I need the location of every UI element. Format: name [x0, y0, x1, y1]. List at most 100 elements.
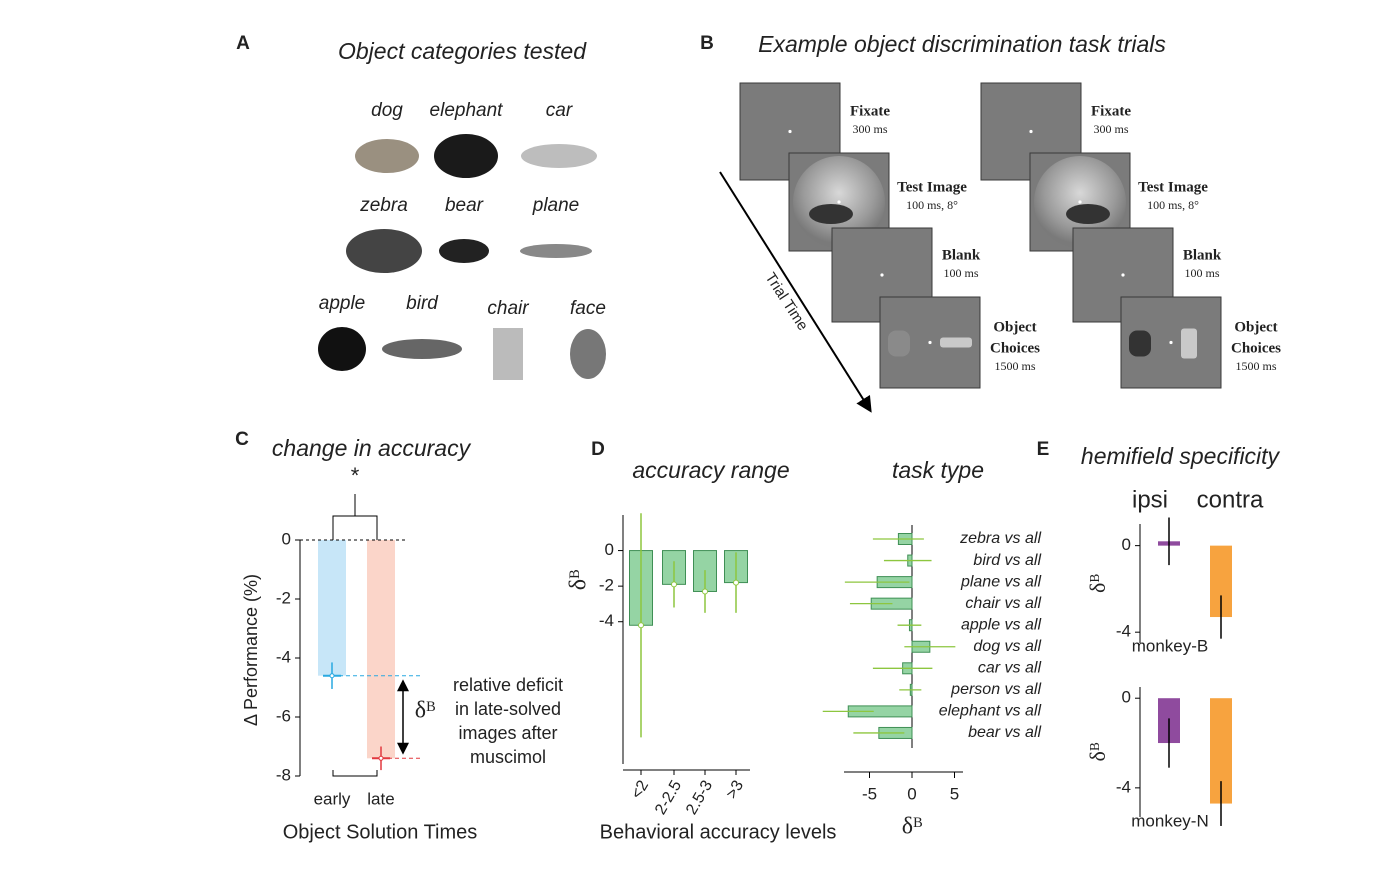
choice-right [1181, 328, 1197, 359]
panel-letter: E [1037, 439, 1050, 460]
panel-title: Object categories tested [338, 38, 587, 64]
object-image [318, 327, 366, 371]
y-tick-label: 0 [282, 529, 291, 548]
object-label: zebra [359, 195, 408, 216]
y-tick-label: dog vs all [973, 638, 1041, 655]
object-label: bird [406, 293, 439, 314]
fixation-dot [1169, 340, 1173, 345]
y-tick-label: -2 [599, 576, 614, 595]
object-label: dog [371, 100, 403, 121]
y-axis-label: δᴮ [1085, 574, 1110, 593]
fixation-dot [1078, 200, 1082, 204]
object-image [434, 134, 498, 178]
y-axis-label: δᴮ [1085, 742, 1110, 761]
x-tick-label: 2.5-3 [683, 778, 716, 818]
annotation: muscimol [470, 747, 546, 767]
y-tick-label: zebra vs all [959, 530, 1041, 547]
object-image [355, 139, 419, 173]
object-image [521, 144, 597, 168]
significance: * [351, 463, 360, 488]
step-duration: 300 ms [1093, 122, 1128, 136]
y-tick-label: bird vs all [973, 552, 1041, 569]
object-label: face [570, 298, 606, 319]
step-label: Fixate [850, 103, 890, 119]
fixation-dot [928, 340, 932, 345]
y-tick-label: apple vs all [961, 616, 1041, 633]
x-tick-label: 5 [950, 784, 959, 803]
object-label: plane [532, 195, 580, 216]
choice-right [940, 337, 972, 348]
object-label: apple [319, 293, 366, 314]
step-duration: 100 ms [943, 266, 978, 280]
object-label: car [546, 100, 573, 121]
object-label: elephant [430, 100, 504, 121]
y-tick-label: 0 [1122, 688, 1131, 707]
value-dot [733, 579, 739, 586]
y-tick-label: -4 [599, 611, 614, 630]
value-dot [329, 673, 335, 679]
value-dot [378, 755, 384, 761]
fixation-dot [1121, 273, 1125, 277]
chart-title: change in accuracy [272, 435, 472, 461]
object-image [520, 244, 592, 258]
bar [1210, 545, 1232, 618]
y-tick-label: car vs all [978, 660, 1042, 677]
x-bracket [332, 770, 378, 777]
step-label: Blank [942, 247, 981, 263]
choice-left [1129, 330, 1151, 357]
test-object [1066, 204, 1110, 224]
x-axis-label: Behavioral accuracy levels [600, 821, 837, 843]
object-image [439, 239, 489, 263]
y-tick-label: chair vs all [965, 595, 1041, 612]
panel-letter: A [236, 33, 250, 54]
fixation-dot [1029, 129, 1033, 134]
step-label: Test Image [1138, 179, 1208, 195]
y-tick-label: plane vs all [960, 573, 1041, 590]
panel-letter: D [591, 439, 605, 460]
x-tick-label: early [314, 789, 351, 808]
y-tick-label: 0 [605, 540, 614, 559]
subplot-label: monkey-N [1131, 811, 1208, 830]
y-tick-label: person vs all [950, 681, 1041, 698]
x-tick-label: >3 [723, 778, 747, 802]
object-label: chair [487, 298, 529, 319]
step-label: Choices [990, 340, 1040, 356]
fixation-dot [837, 200, 841, 204]
object-image [570, 329, 606, 379]
y-tick-label: -4 [1116, 622, 1131, 641]
object-image [493, 328, 523, 380]
panel-letter: C [235, 429, 249, 450]
fixation-dot [788, 129, 792, 134]
x-axis-label: Object Solution Times [283, 821, 478, 843]
y-axis-label: Δ Performance (%) [241, 574, 261, 726]
time-arrow [719, 171, 872, 413]
chart-title: task type [892, 457, 984, 483]
step-label: Object [1234, 319, 1277, 335]
panel-letter: B [700, 33, 714, 54]
object-label: bear [445, 195, 484, 216]
value-dot [702, 588, 708, 595]
step-label: Blank [1183, 247, 1222, 263]
value-dot [638, 622, 644, 629]
y-tick-label: -6 [276, 706, 291, 725]
step-label: Test Image [897, 179, 967, 195]
y-tick-label: -8 [276, 765, 291, 784]
y-tick-label: -2 [276, 588, 291, 607]
step-label: Object [993, 319, 1036, 335]
bar [367, 540, 395, 759]
y-tick-label: -4 [1116, 777, 1131, 796]
step-duration: 100 ms, 8° [906, 198, 958, 212]
legend-label: contra [1197, 486, 1264, 513]
y-tick-label: -4 [276, 647, 291, 666]
test-object [809, 204, 853, 224]
annotation: in late-solved [455, 699, 561, 719]
x-axis-label: δᴮ [902, 814, 923, 840]
x-tick-label: -5 [862, 784, 877, 803]
value-dot [671, 581, 677, 588]
step-duration: 1500 ms [994, 359, 1035, 373]
annotation: images after [458, 723, 557, 743]
chart-title: accuracy range [632, 457, 789, 483]
annotation-symbol: δᴮ [415, 698, 436, 724]
panel-title: Example object discrimination task trial… [758, 31, 1166, 57]
